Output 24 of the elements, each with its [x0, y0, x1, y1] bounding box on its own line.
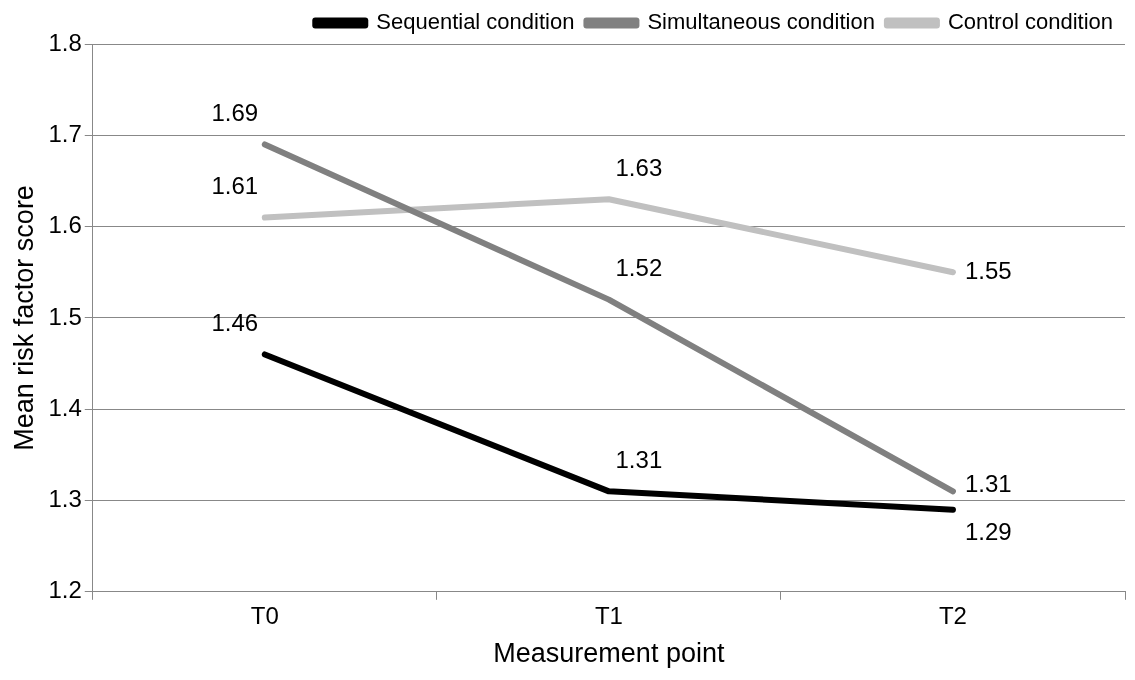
x-tick-label: T2 — [938, 601, 967, 629]
data-label: 1.31 — [964, 469, 1012, 497]
data-label: 1.29 — [964, 518, 1012, 546]
y-axis-title: Mean risk factor score — [8, 185, 39, 451]
data-label: 1.69 — [211, 99, 259, 127]
y-tick-label: 1.2 — [48, 576, 82, 604]
y-tick-label: 1.3 — [48, 485, 82, 513]
data-label: 1.46 — [211, 309, 259, 337]
data-label: 1.61 — [211, 172, 259, 200]
legend-label: Control condition — [947, 9, 1114, 35]
legend-label: Sequential condition — [376, 9, 575, 35]
x-tick-label: T1 — [594, 601, 623, 629]
y-tick-label: 1.4 — [48, 393, 82, 421]
x-axis-title: Measurement point — [493, 638, 725, 669]
data-label: 1.55 — [964, 256, 1012, 284]
y-tick-label: 1.5 — [48, 302, 82, 330]
legend-label: Simultaneous condition — [647, 9, 875, 35]
y-tick-label: 1.6 — [48, 211, 82, 239]
data-label: 1.31 — [615, 445, 663, 473]
x-tick-label: T0 — [250, 601, 279, 629]
data-label: 1.52 — [615, 254, 663, 282]
data-label: 1.63 — [615, 153, 663, 181]
y-tick-label: 1.7 — [48, 119, 82, 147]
y-tick-label: 1.8 — [48, 28, 82, 56]
